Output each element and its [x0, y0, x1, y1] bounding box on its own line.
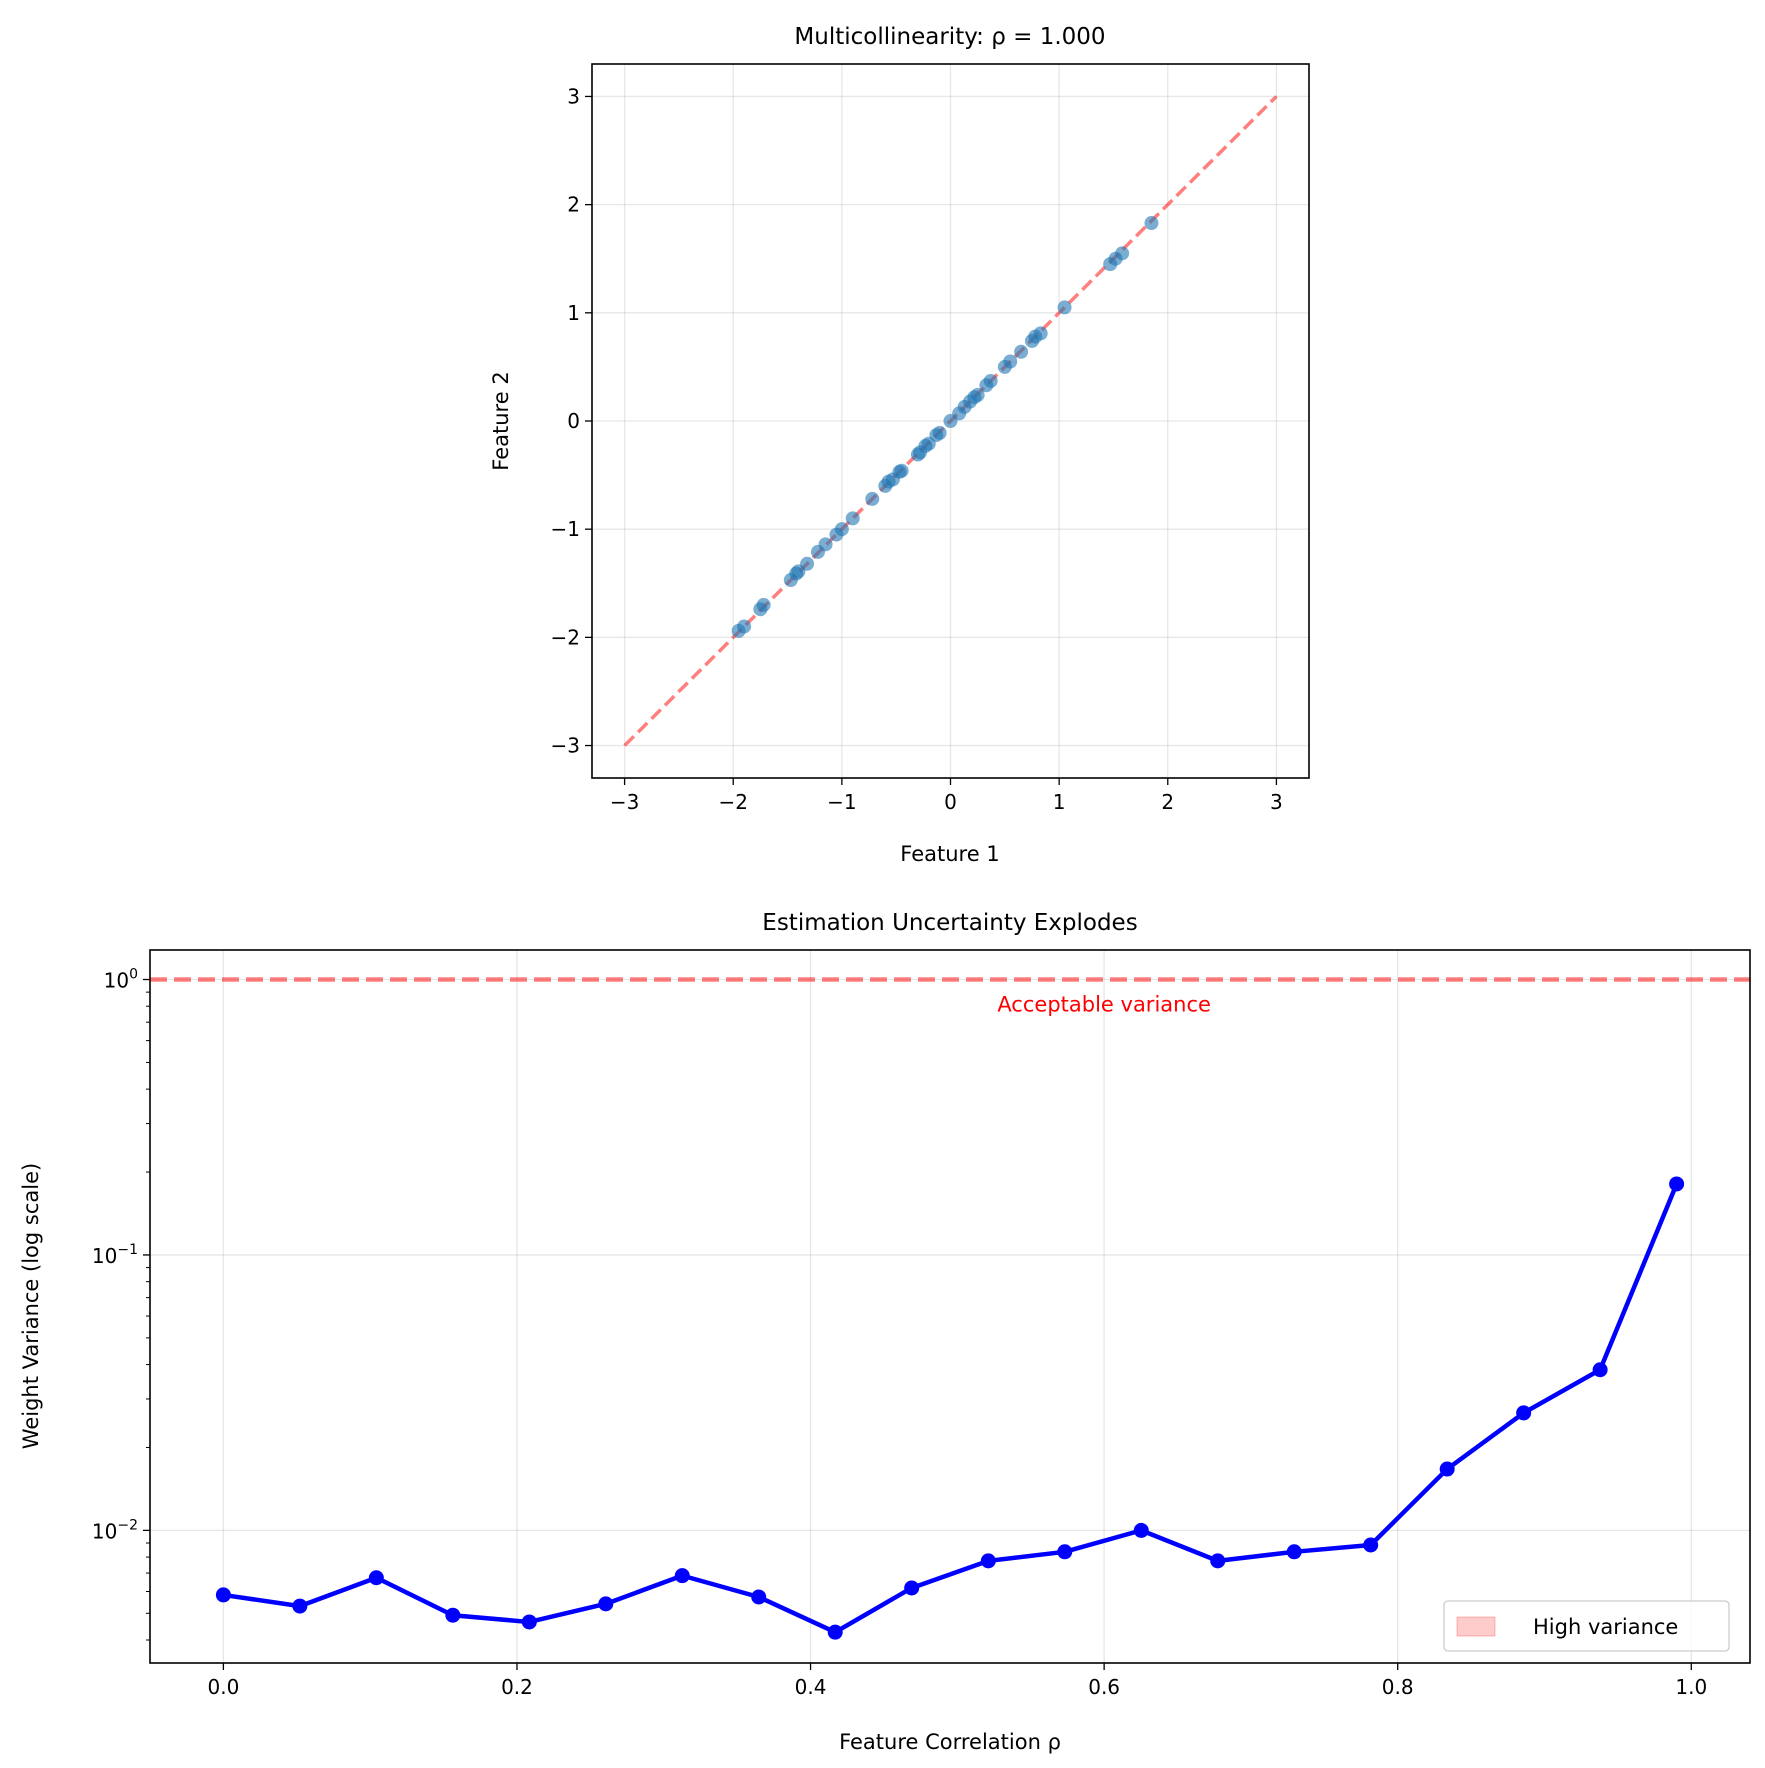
data-point — [1516, 1405, 1532, 1421]
data-point — [827, 1624, 843, 1640]
scatter-ylabel: Feature 2 — [489, 371, 513, 470]
data-point — [292, 1598, 308, 1614]
data-point — [1003, 354, 1018, 369]
y-tick-label: −3 — [551, 734, 580, 758]
y-tick-label: 10−1 — [92, 1242, 138, 1268]
scatter-title: Multicollinearity: ρ = 1.000 — [794, 24, 1105, 50]
line-title: Estimation Uncertainty Explodes — [762, 910, 1137, 936]
data-point — [834, 522, 849, 537]
scatter-plot: −3 −2 −1 0 1 2 3 −3 −2 −1 0 1 2 3 — [551, 63, 1310, 814]
data-point — [1057, 300, 1072, 315]
data-point — [215, 1587, 231, 1603]
data-point — [674, 1568, 690, 1584]
axes-frame — [591, 63, 1310, 779]
x-tick-label: −1 — [827, 790, 856, 814]
data-point — [1669, 1176, 1685, 1192]
data-point — [598, 1596, 614, 1612]
data-point — [1210, 1553, 1226, 1569]
line-xlabel: Feature Correlation ρ — [839, 1730, 1061, 1754]
line-ylabel: Weight Variance (log scale) — [19, 1163, 43, 1449]
y-tick-label: −2 — [551, 625, 580, 649]
data-point — [1592, 1362, 1608, 1378]
y-tick-label: 0 — [567, 409, 580, 433]
data-point — [1439, 1461, 1455, 1477]
data-point — [445, 1607, 461, 1623]
data-point — [1144, 216, 1159, 231]
data-point — [894, 463, 909, 478]
y-tick-label: 3 — [567, 84, 580, 108]
data-point — [368, 1570, 384, 1586]
x-tick-label: 1 — [1053, 790, 1066, 814]
legend-swatch-high-variance — [1456, 1616, 1496, 1637]
data-point — [800, 556, 815, 571]
y-tick-label: 1 — [567, 301, 580, 325]
data-point — [1133, 1522, 1149, 1538]
x-tick-label: 0 — [944, 790, 957, 814]
x-tick-label: 3 — [1270, 790, 1283, 814]
data-point — [1363, 1537, 1379, 1553]
scatter-xlabel: Feature 1 — [900, 842, 999, 866]
data-point — [1286, 1544, 1302, 1560]
data-point — [521, 1614, 537, 1630]
data-point — [756, 597, 771, 612]
data-point — [983, 373, 998, 388]
axes-frame — [149, 949, 1751, 1664]
data-point — [845, 511, 860, 526]
y-tick-label: 2 — [567, 193, 580, 217]
y-tick-label: 100 — [104, 967, 138, 993]
data-point — [1014, 344, 1029, 359]
data-point — [751, 1589, 767, 1605]
y-tick-label: −1 — [551, 517, 580, 541]
data-point — [737, 619, 752, 634]
acceptable-variance-annotation: Acceptable variance — [997, 993, 1211, 1017]
legend: High variance — [1443, 1600, 1730, 1652]
data-point — [1115, 246, 1130, 261]
data-point — [970, 388, 985, 403]
variance-line-plot: 0.0 0.2 0.4 0.6 0.8 1.0 10−2 10−1 100 — [92, 949, 1751, 1699]
x-tick-label: 0.6 — [1088, 1675, 1120, 1699]
legend-label-high-variance: High variance — [1533, 1615, 1678, 1639]
x-tick-label: 2 — [1161, 790, 1174, 814]
x-tick-label: 1.0 — [1675, 1675, 1707, 1699]
data-point — [904, 1580, 920, 1596]
x-tick-label: −3 — [610, 790, 639, 814]
data-point — [1033, 326, 1048, 341]
data-point — [818, 537, 833, 552]
x-tick-label: 0.4 — [795, 1675, 827, 1699]
data-point — [932, 425, 947, 440]
x-tick-label: 0.0 — [207, 1675, 239, 1699]
data-point — [1057, 1544, 1073, 1560]
data-point — [980, 1553, 996, 1569]
variance-line — [223, 1183, 1679, 1635]
x-tick-label: 0.8 — [1382, 1675, 1414, 1699]
x-tick-label: 0.2 — [501, 1675, 533, 1699]
data-point — [865, 491, 880, 506]
x-tick-label: −2 — [718, 790, 747, 814]
y-tick-label: 10−2 — [92, 1517, 138, 1543]
